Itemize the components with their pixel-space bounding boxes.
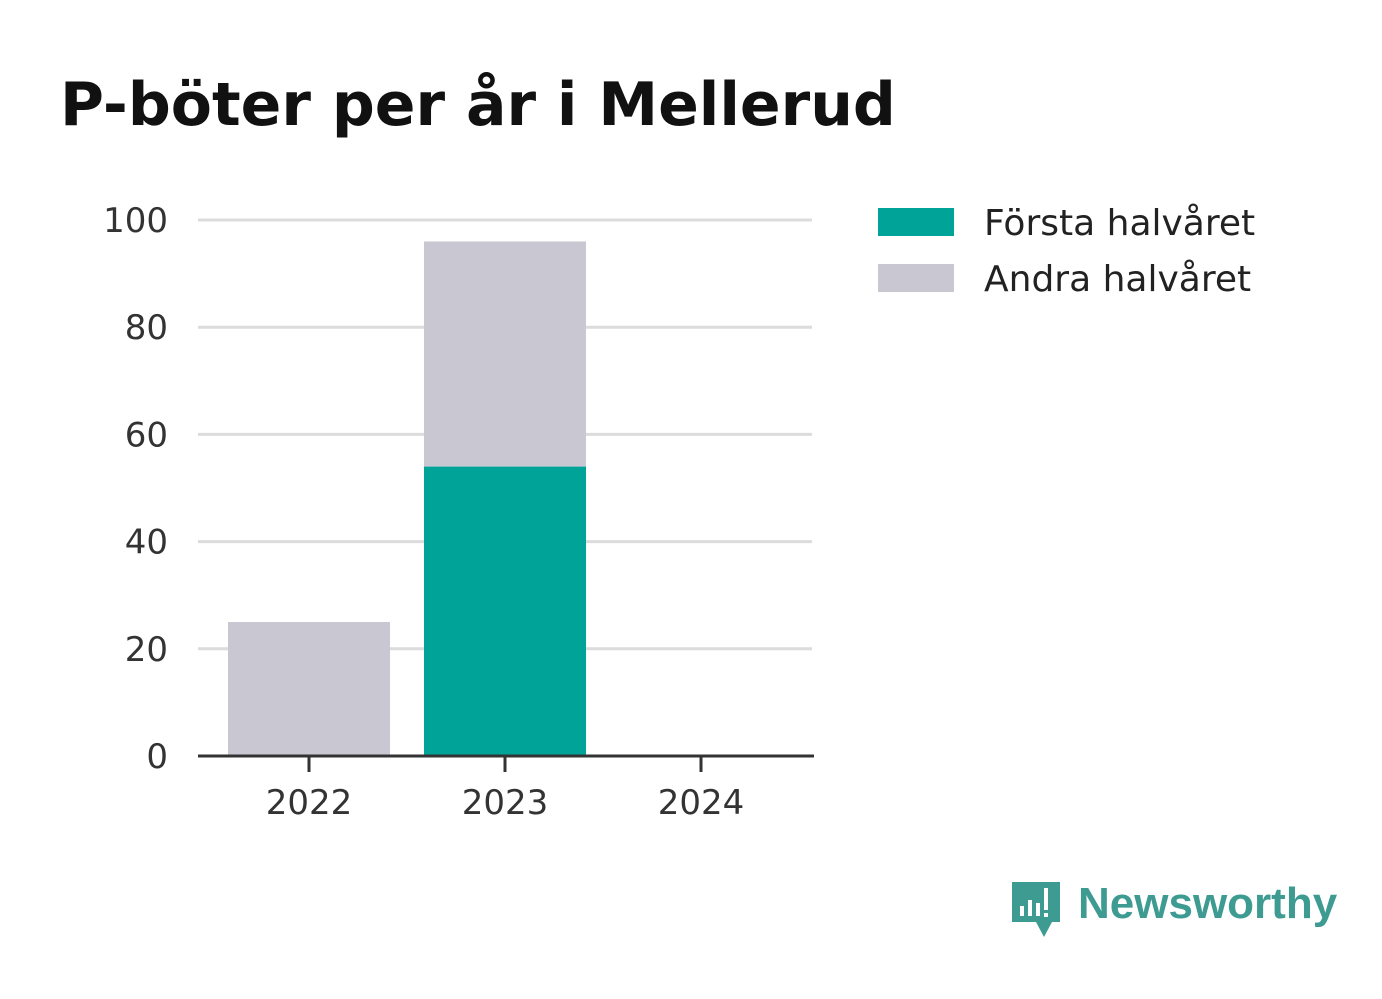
brand-name: Newsworthy bbox=[1078, 879, 1338, 928]
y-tick-label: 60 bbox=[125, 415, 168, 455]
bar-2023-series-1 bbox=[424, 241, 586, 467]
legend: Första halvåret Andra halvåret bbox=[878, 203, 1255, 300]
bars bbox=[228, 241, 586, 756]
x-tick-label: 2022 bbox=[266, 783, 353, 823]
y-tick-label: 20 bbox=[125, 630, 168, 670]
y-tick-label: 40 bbox=[125, 523, 168, 563]
newsworthy-logo: Newsworthy bbox=[1012, 879, 1338, 937]
legend-swatch-forsta-halvaret bbox=[878, 208, 954, 236]
y-axis-ticks: 0 20 40 60 80 100 bbox=[103, 201, 168, 777]
x-axis-ticks: 2022 2023 2024 bbox=[266, 756, 745, 823]
y-tick-label: 0 bbox=[146, 737, 168, 777]
y-tick-label: 80 bbox=[125, 308, 168, 348]
legend-label-forsta-halvaret: Första halvåret bbox=[984, 203, 1255, 244]
x-tick-label: 2023 bbox=[462, 783, 549, 823]
legend-label-andra-halvaret: Andra halvåret bbox=[984, 259, 1251, 300]
x-tick-label: 2024 bbox=[658, 783, 745, 823]
bar-2023-series-0 bbox=[424, 466, 586, 756]
y-tick-label: 100 bbox=[103, 201, 168, 241]
legend-swatch-andra-halvaret bbox=[878, 264, 954, 292]
bar-2022-series-1 bbox=[228, 622, 390, 756]
newsworthy-logo-icon bbox=[1012, 882, 1060, 937]
chart-title: P-böter per år i Mellerud bbox=[60, 70, 896, 140]
